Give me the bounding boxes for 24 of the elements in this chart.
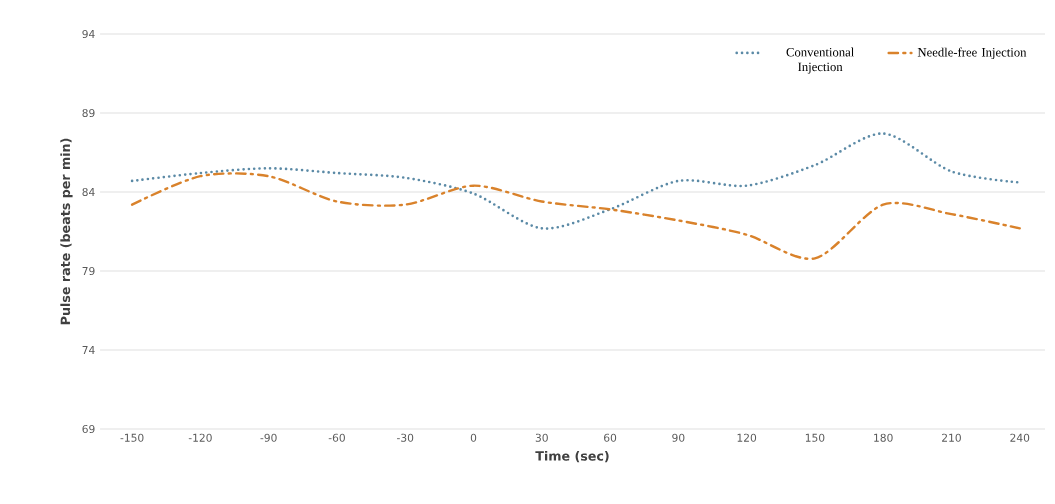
x-tick-label: -60 xyxy=(328,433,345,442)
x-tick-label: -90 xyxy=(260,433,277,442)
x-tick-label: 210 xyxy=(942,433,961,442)
x-tick-label: -120 xyxy=(188,433,212,442)
x-tick-label: 90 xyxy=(672,433,685,442)
x-tick-label: 180 xyxy=(874,433,893,442)
x-tick-label: 30 xyxy=(535,433,548,442)
y-tick-label: 84 xyxy=(82,187,95,197)
y-tick-label: 74 xyxy=(82,346,95,354)
y-tick-label: 69 xyxy=(82,424,95,434)
legend-label: Needle-free Injection xyxy=(917,47,1027,60)
x-tick-label: -150 xyxy=(120,433,144,442)
x-tick-label: 240 xyxy=(1010,433,1030,442)
y-tick-label: 79 xyxy=(82,266,95,276)
y-tick-label: 94 xyxy=(82,29,95,39)
y-tick-label: 89 xyxy=(82,108,95,118)
legend-label: Conventional Injection xyxy=(786,47,855,74)
x-tick-label: 120 xyxy=(737,433,757,442)
x-tick-label: 0 xyxy=(470,433,477,442)
x-tick-label: 60 xyxy=(604,433,617,442)
x-tick-label: 150 xyxy=(805,433,825,442)
x-axis-title: Time (sec) xyxy=(535,450,609,463)
x-tick-label: -30 xyxy=(397,433,414,442)
y-axis-title: Pulse rate (beats per min) xyxy=(60,138,73,325)
